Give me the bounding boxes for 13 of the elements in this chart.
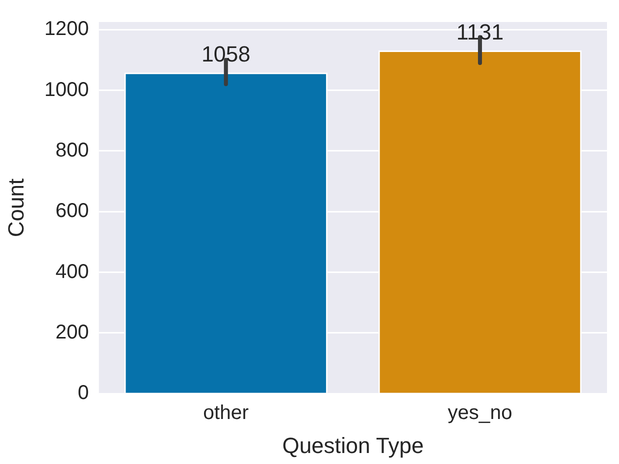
y-tick-label: 600 <box>56 200 89 222</box>
y-tick-label: 400 <box>56 260 89 283</box>
x-tick-label: yes_no <box>448 402 512 424</box>
y-tick-label: 0 <box>78 382 89 404</box>
y-tick-label: 800 <box>56 139 89 162</box>
y-tick-label: 200 <box>56 321 89 344</box>
data-label: 1131 <box>456 20 504 45</box>
y-axis-title: Count <box>3 178 28 238</box>
data-label: 1058 <box>201 42 250 67</box>
y-tick-label: 1000 <box>44 78 89 101</box>
y-tick-label: 1200 <box>44 18 89 40</box>
x-tick-label: other <box>203 402 250 424</box>
x-axis-title: Question Type <box>282 432 424 458</box>
